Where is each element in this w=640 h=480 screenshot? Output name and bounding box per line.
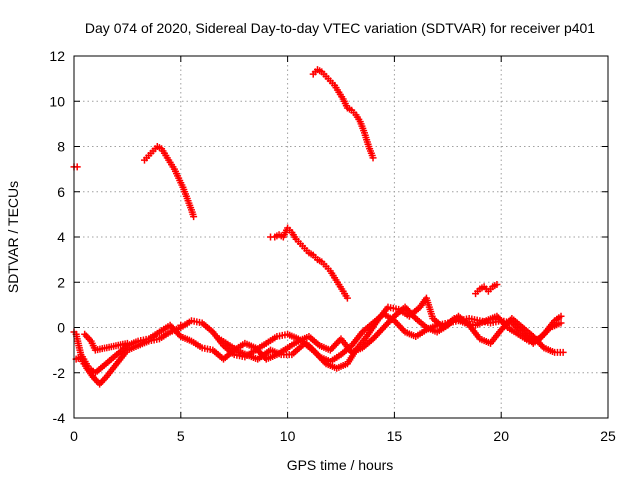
data-point <box>559 348 567 356</box>
data-point <box>96 380 104 388</box>
x-tick-label: 20 <box>493 428 509 444</box>
data-point <box>81 330 89 338</box>
data-point <box>177 321 185 329</box>
x-tick-label: 15 <box>387 428 403 444</box>
x-tick-label: 10 <box>280 428 296 444</box>
x-axis: 0 5 10 15 20 25 <box>70 56 616 444</box>
plot-frame <box>73 55 609 419</box>
data-point <box>73 163 81 171</box>
chart-title: Day 074 of 2020, Sidereal Day-to-day VTE… <box>85 20 595 36</box>
y-tick-label: 10 <box>49 93 65 109</box>
data-point <box>557 312 565 320</box>
x-tick-label: 0 <box>70 428 78 444</box>
data-point <box>97 378 105 386</box>
y-tick-label: 2 <box>57 274 65 290</box>
x-axis-label: GPS time / hours <box>287 457 394 473</box>
data-point <box>99 377 107 385</box>
data-points <box>70 66 567 388</box>
y-tick-label: -2 <box>53 365 66 381</box>
data-point <box>343 294 351 302</box>
y-axis: -4 -2 0 2 4 6 8 10 12 <box>49 48 608 426</box>
data-point <box>557 319 565 327</box>
data-point <box>82 332 90 340</box>
data-point <box>190 213 198 221</box>
y-tick-label: 12 <box>49 48 65 64</box>
y-tick-label: 0 <box>57 320 65 336</box>
y-tick-label: 6 <box>57 184 65 200</box>
y-tick-label: 4 <box>57 229 65 245</box>
data-point <box>493 281 501 289</box>
y-tick-label: 8 <box>57 139 65 155</box>
y-tick-label: -4 <box>53 410 66 426</box>
data-point <box>84 334 92 342</box>
data-point <box>123 339 131 347</box>
data-point <box>369 154 377 162</box>
data-point <box>92 377 100 385</box>
y-axis-label: SDTVAR / TECUs <box>5 181 21 293</box>
x-tick-label: 25 <box>600 428 616 444</box>
x-tick-label: 5 <box>177 428 185 444</box>
